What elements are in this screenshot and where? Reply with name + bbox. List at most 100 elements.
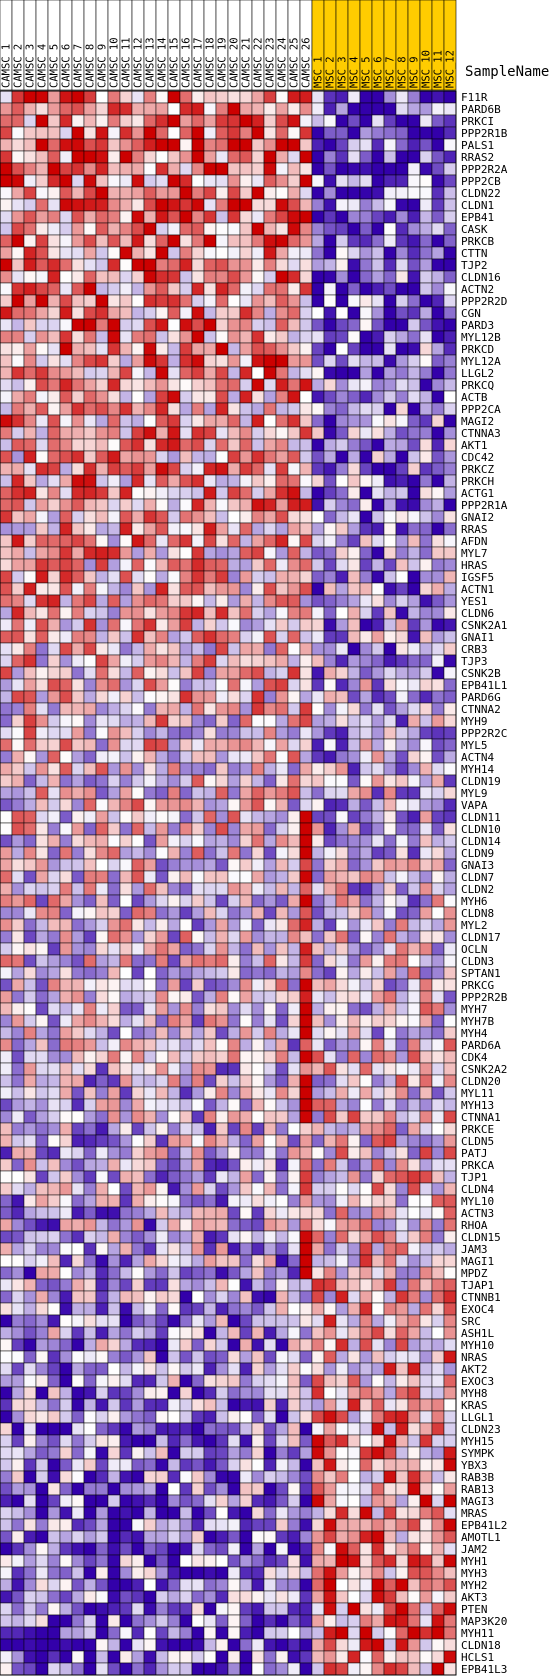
heatmap-cell <box>443 1278 457 1292</box>
row-label: CTNNA1 <box>461 1111 501 1124</box>
heatmap-cell <box>215 1434 229 1448</box>
heatmap-cell <box>95 306 109 320</box>
heatmap-cell <box>395 1242 409 1256</box>
heatmap-cell <box>143 798 157 812</box>
heatmap-cell <box>47 1578 61 1592</box>
heatmap-cell <box>395 870 409 884</box>
heatmap-cell <box>71 114 85 128</box>
heatmap-cell <box>83 1218 97 1232</box>
heatmap-cell <box>395 1158 409 1172</box>
heatmap-cell <box>227 1230 241 1244</box>
heatmap-cell <box>0 198 13 212</box>
heatmap-cell <box>95 1506 109 1520</box>
heatmap-cell <box>227 930 241 944</box>
heatmap-cell <box>191 954 205 968</box>
heatmap-cell <box>215 570 229 584</box>
heatmap-cell <box>131 1446 145 1460</box>
heatmap-cell <box>227 330 241 344</box>
heatmap-cell <box>215 1158 229 1172</box>
heatmap-cell <box>299 378 313 392</box>
heatmap-cell <box>23 606 37 620</box>
heatmap-cell <box>227 1146 241 1160</box>
heatmap-cell <box>83 1554 97 1568</box>
heatmap-cell <box>119 1506 133 1520</box>
heatmap-cell <box>71 594 85 608</box>
heatmap-cell <box>311 1302 325 1316</box>
heatmap-cell <box>155 426 169 440</box>
heatmap-cell <box>335 306 349 320</box>
heatmap-cell <box>47 90 61 104</box>
heatmap-cell <box>383 114 397 128</box>
heatmap-cell <box>143 606 157 620</box>
heatmap-cell <box>59 534 73 548</box>
heatmap-cell <box>359 750 373 764</box>
heatmap-cell <box>107 654 121 668</box>
heatmap-cell <box>191 534 205 548</box>
heatmap-cell <box>11 1050 25 1064</box>
heatmap-cell <box>107 510 121 524</box>
heatmap-cell <box>59 894 73 908</box>
heatmap-cell <box>275 1434 289 1448</box>
heatmap-cell <box>155 1218 169 1232</box>
heatmap-cell <box>107 1518 121 1532</box>
heatmap-cell <box>0 1386 13 1400</box>
heatmap-cell <box>167 594 181 608</box>
heatmap-cell <box>419 1014 433 1028</box>
heatmap-cell <box>431 306 445 320</box>
heatmap-cell <box>371 1122 385 1136</box>
heatmap-cell <box>275 1098 289 1112</box>
heatmap-cell <box>395 1266 409 1280</box>
heatmap-cell <box>107 1254 121 1268</box>
heatmap-cell <box>263 990 277 1004</box>
heatmap-cell <box>395 570 409 584</box>
heatmap-cell <box>407 642 421 656</box>
heatmap-cell <box>23 402 37 416</box>
heatmap-cell <box>383 1338 397 1352</box>
heatmap-cell <box>71 486 85 500</box>
heatmap-cell <box>299 630 313 644</box>
heatmap-cell <box>227 186 241 200</box>
heatmap-cell <box>395 474 409 488</box>
heatmap-cell <box>155 558 169 572</box>
heatmap-cell <box>11 918 25 932</box>
heatmap-cell <box>95 438 109 452</box>
heatmap-cell <box>311 1074 325 1088</box>
heatmap-cell <box>215 1038 229 1052</box>
heatmap-cell <box>335 186 349 200</box>
heatmap-cell <box>383 1158 397 1172</box>
heatmap-cell <box>11 978 25 992</box>
heatmap-cell <box>311 1266 325 1280</box>
heatmap-cell <box>107 918 121 932</box>
heatmap-cell <box>179 90 193 104</box>
heatmap-cell <box>347 738 361 752</box>
heatmap-cell <box>107 534 121 548</box>
heatmap-cell <box>431 1518 445 1532</box>
heatmap-cell <box>107 1110 121 1124</box>
heatmap-cell <box>419 114 433 128</box>
heatmap-cell <box>107 414 121 428</box>
heatmap-cell <box>155 1362 169 1376</box>
heatmap-cell <box>155 234 169 248</box>
heatmap-cell <box>251 1326 265 1340</box>
heatmap-cell <box>155 1230 169 1244</box>
heatmap-cell <box>131 702 145 716</box>
heatmap-cell <box>119 1206 133 1220</box>
heatmap-cell <box>215 666 229 680</box>
heatmap-cell <box>299 1206 313 1220</box>
heatmap-cell <box>287 1038 301 1052</box>
heatmap-cell <box>95 1554 109 1568</box>
heatmap-cell <box>155 1050 169 1064</box>
heatmap-cell <box>35 438 49 452</box>
heatmap-cell <box>383 90 397 104</box>
heatmap-cell <box>323 702 337 716</box>
heatmap-cell <box>215 1554 229 1568</box>
heatmap-cell <box>0 702 13 716</box>
heatmap-cell <box>251 1014 265 1028</box>
heatmap-cell <box>143 1386 157 1400</box>
heatmap-cell <box>83 126 97 140</box>
heatmap-cell <box>287 414 301 428</box>
heatmap-cell <box>107 498 121 512</box>
heatmap-cell <box>299 306 313 320</box>
heatmap-cell <box>431 1410 445 1424</box>
heatmap-cell <box>227 1266 241 1280</box>
